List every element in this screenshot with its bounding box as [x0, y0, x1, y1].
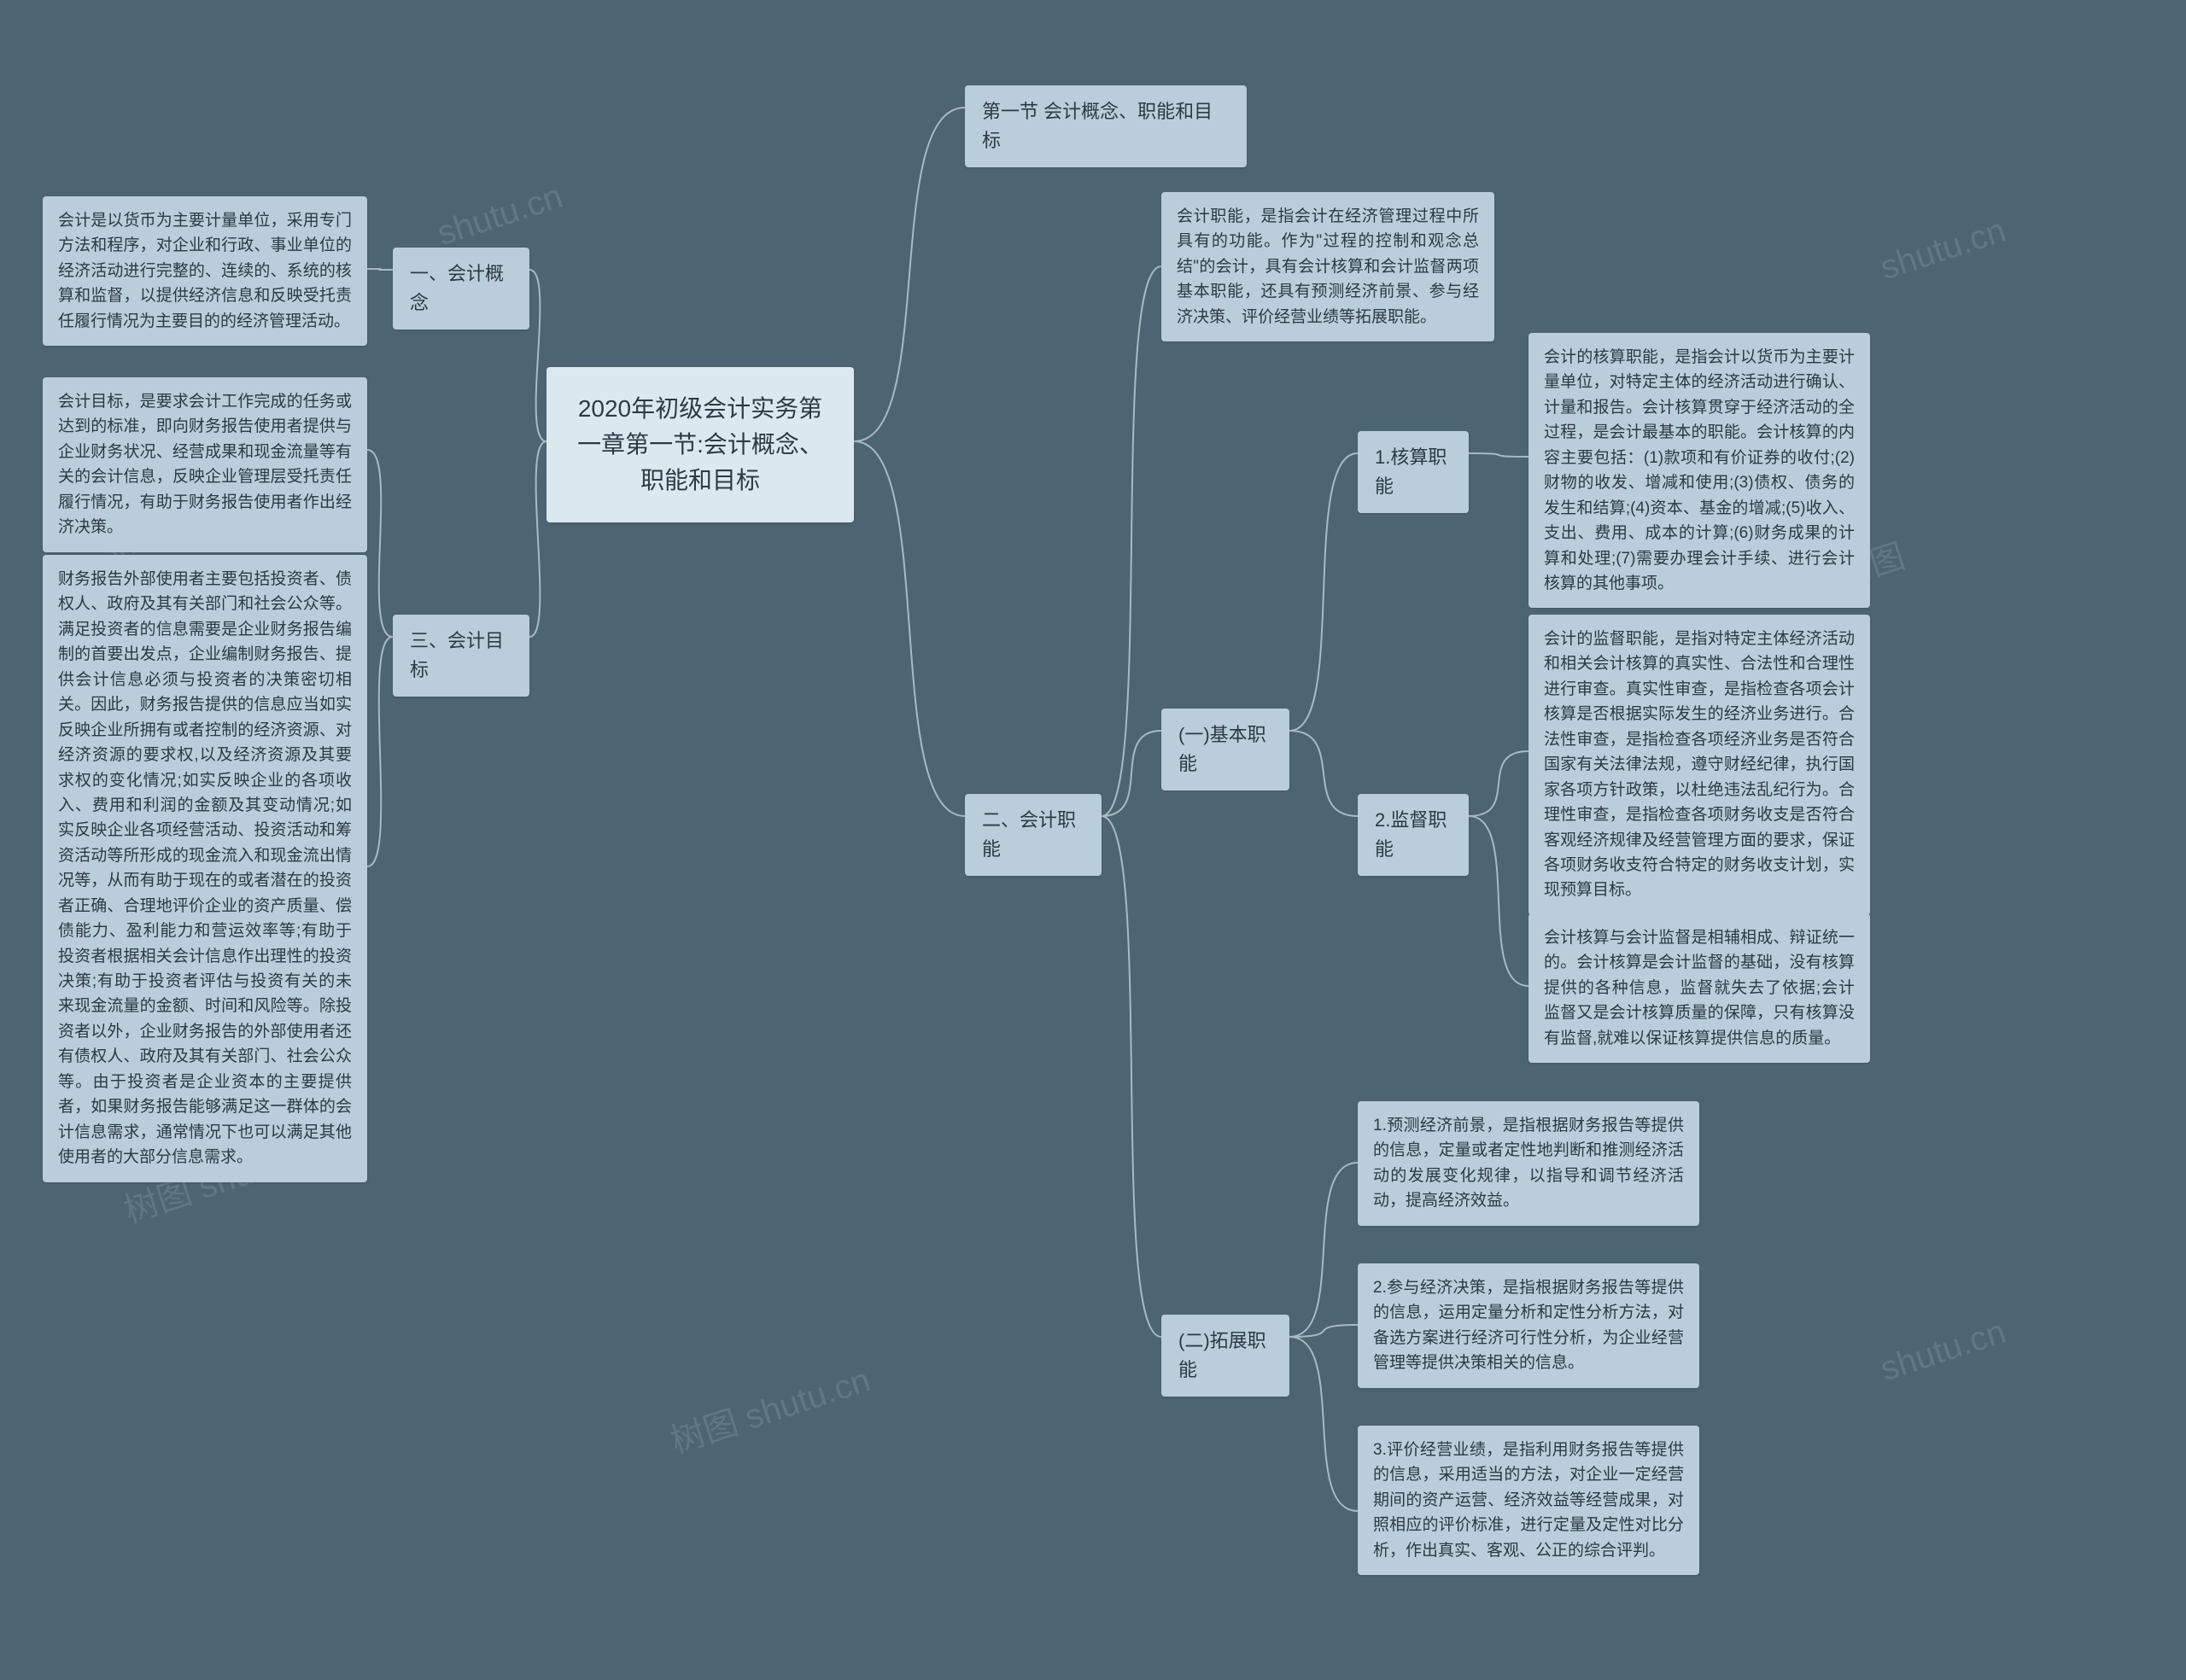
node-functions-label: 二、会计职能 — [965, 794, 1102, 876]
node-hesuan-body: 会计的核算职能，是指会计以货币为主要计量单位，对特定主体的经济活动进行确认、计量… — [1528, 333, 1870, 608]
node-functions-intro: 会计职能，是指会计在经济管理过程中所具有的功能。作为"过程的控制和观念总结"的会… — [1161, 192, 1494, 341]
node-jiandu-p1: 会计的监督职能，是指对特定主体经济活动和相关会计核算的真实性、合法性和合理性进行… — [1528, 615, 1870, 915]
node-jiandu-label: 2.监督职能 — [1358, 794, 1469, 876]
watermark: shutu.cn — [433, 178, 568, 254]
node-jiandu-p2: 会计核算与会计监督是相辅相成、辩证统一的。会计核算是会计监督的基础，没有核算提供… — [1528, 913, 1870, 1063]
node-section-title: 第一节 会计概念、职能和目标 — [965, 85, 1247, 167]
node-basic-label: (一)基本职能 — [1161, 709, 1289, 790]
node-objective-p2: 财务报告外部使用者主要包括投资者、债权人、政府及其有关部门和社会公众等。满足投资… — [43, 555, 367, 1182]
node-extended-label: (二)拓展职能 — [1161, 1315, 1289, 1397]
node-objective-p1: 会计目标，是要求会计工作完成的任务或达到的标准，即向财务报告使用者提供与企业财务… — [43, 377, 367, 552]
watermark: 树图 shutu.cn — [663, 1352, 875, 1463]
node-objective-label: 三、会计目标 — [393, 615, 529, 697]
node-extended-p1: 1.预测经济前景，是指根据财务报告等提供的信息，定量或者定性地判断和推测经济活动… — [1358, 1101, 1699, 1226]
root-node: 2020年初级会计实务第一章第一节:会计概念、职能和目标 — [546, 367, 854, 522]
node-hesuan-label: 1.核算职能 — [1358, 431, 1469, 513]
node-concept-label: 一、会计概念 — [393, 248, 529, 330]
watermark: shutu.cn — [1876, 1313, 2011, 1390]
node-extended-p2: 2.参与经济决策，是指根据财务报告等提供的信息，运用定量分析和定性分析方法，对备… — [1358, 1263, 1699, 1388]
node-concept-body: 会计是以货币为主要计量单位，采用专门方法和程序，对企业和行政、事业单位的经济活动… — [43, 196, 367, 346]
watermark: shutu.cn — [1876, 212, 2011, 289]
node-extended-p3: 3.评价经营业绩，是指利用财务报告等提供的信息，采用适当的方法，对企业一定经营期… — [1358, 1426, 1699, 1575]
